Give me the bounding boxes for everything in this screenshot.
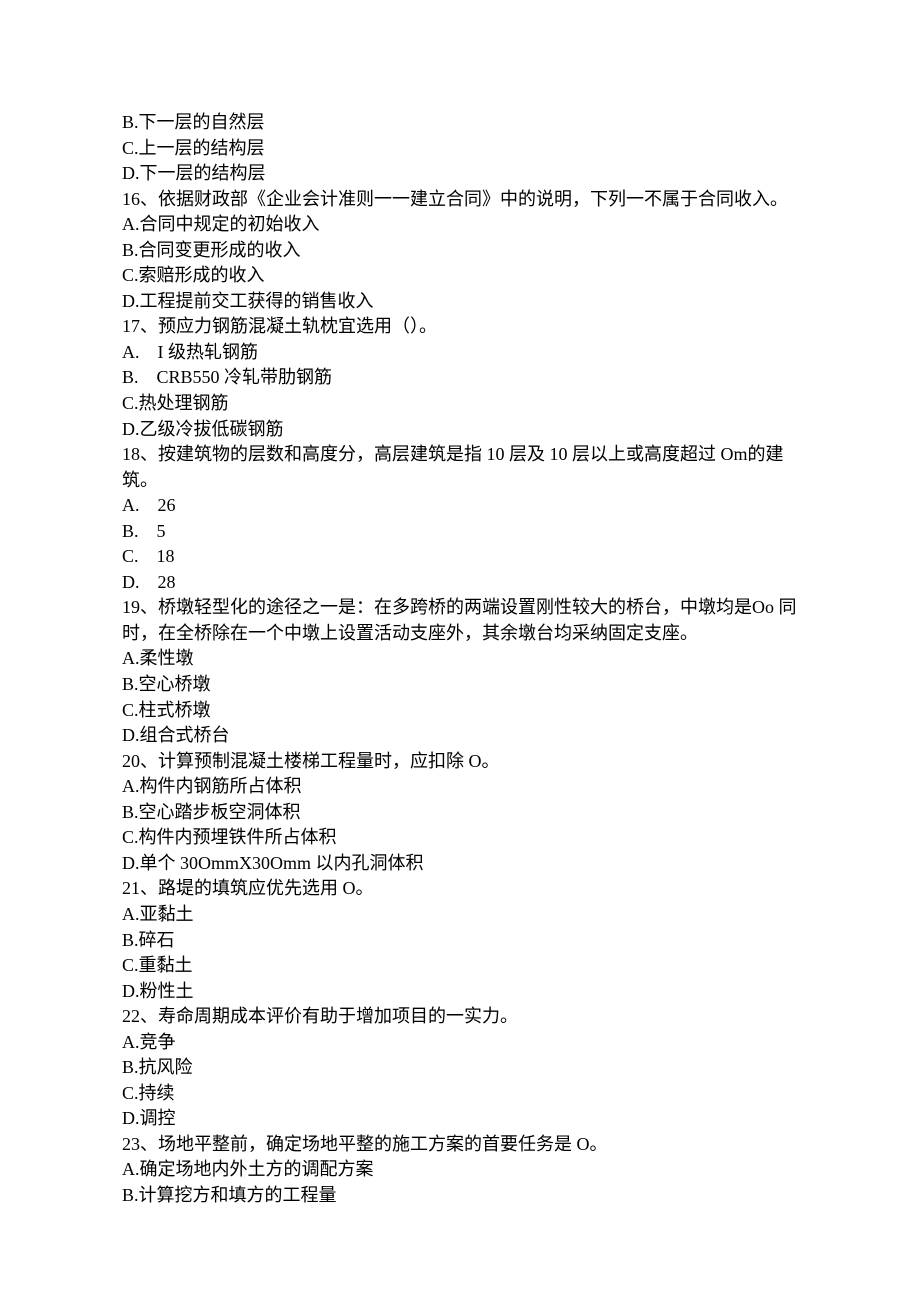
text-line: C.索赔形成的收入 bbox=[122, 263, 798, 289]
text-line: B.计算挖方和填方的工程量 bbox=[122, 1183, 798, 1209]
text-line: C.热处理钢筋 bbox=[122, 391, 798, 417]
text-line: B.合同变更形成的收入 bbox=[122, 238, 798, 264]
text-line: B.空心桥墩 bbox=[122, 672, 798, 698]
text-line: B.空心踏步板空洞体积 bbox=[122, 800, 798, 826]
text-line: A.亚黏土 bbox=[122, 902, 798, 928]
text-line: 21、路堤的填筑应优先选用 O。 bbox=[122, 876, 798, 902]
text-line: 20、计算预制混凝土楼梯工程量时，应扣除 O。 bbox=[122, 749, 798, 775]
text-line: A.柔性墩 bbox=[122, 646, 798, 672]
text-line: B. CRB550 冷轧带肋钢筋 bbox=[122, 365, 798, 391]
document-content: B.下一层的自然层 C.上一层的结构层 D.下一层的结构层 16、依据财政部《企… bbox=[0, 0, 920, 1249]
text-line: 19、桥墩轻型化的途径之一是：在多跨桥的两端设置刚性较大的桥台，中墩均是Oo 同… bbox=[122, 595, 798, 646]
text-line: B.下一层的自然层 bbox=[122, 110, 798, 136]
text-line: D. 28 bbox=[122, 570, 798, 596]
text-line: C.重黏土 bbox=[122, 953, 798, 979]
text-line: D.调控 bbox=[122, 1106, 798, 1132]
text-line: A.竞争 bbox=[122, 1030, 798, 1056]
text-line: A. I 级热轧钢筋 bbox=[122, 340, 798, 366]
text-line: D.下一层的结构层 bbox=[122, 161, 798, 187]
text-line: C.柱式桥墩 bbox=[122, 698, 798, 724]
text-line: A.确定场地内外土方的调配方案 bbox=[122, 1157, 798, 1183]
text-line: D.单个 30OmmX30Omm 以内孔洞体积 bbox=[122, 851, 798, 877]
text-line: 22、寿命周期成本评价有助于增加项目的一实力。 bbox=[122, 1004, 798, 1030]
text-line: 23、场地平整前，确定场地平整的施工方案的首要任务是 O。 bbox=[122, 1132, 798, 1158]
text-line: B. 5 bbox=[122, 519, 798, 545]
text-line: A.构件内钢筋所占体积 bbox=[122, 774, 798, 800]
text-line: D.组合式桥台 bbox=[122, 723, 798, 749]
text-line: D.工程提前交工获得的销售收入 bbox=[122, 289, 798, 315]
text-line: C. 18 bbox=[122, 544, 798, 570]
text-line: B.抗风险 bbox=[122, 1055, 798, 1081]
text-line: A. 26 bbox=[122, 493, 798, 519]
text-line: B.碎石 bbox=[122, 928, 798, 954]
text-line: C.构件内预埋铁件所占体积 bbox=[122, 825, 798, 851]
text-line: 17、预应力钢筋混凝土轨枕宜选用（）。 bbox=[122, 314, 798, 340]
text-line: 16、依据财政部《企业会计准则一一建立合同》中的说明，下列一不属于合同收入。 bbox=[122, 187, 798, 213]
text-line: D.乙级冷拔低碳钢筋 bbox=[122, 417, 798, 443]
text-line: C.持续 bbox=[122, 1081, 798, 1107]
text-line: C.上一层的结构层 bbox=[122, 136, 798, 162]
text-line: 18、按建筑物的层数和高度分，高层建筑是指 10 层及 10 层以上或高度超过 … bbox=[122, 442, 798, 493]
text-line: A.合同中规定的初始收入 bbox=[122, 212, 798, 238]
text-line: D.粉性土 bbox=[122, 979, 798, 1005]
